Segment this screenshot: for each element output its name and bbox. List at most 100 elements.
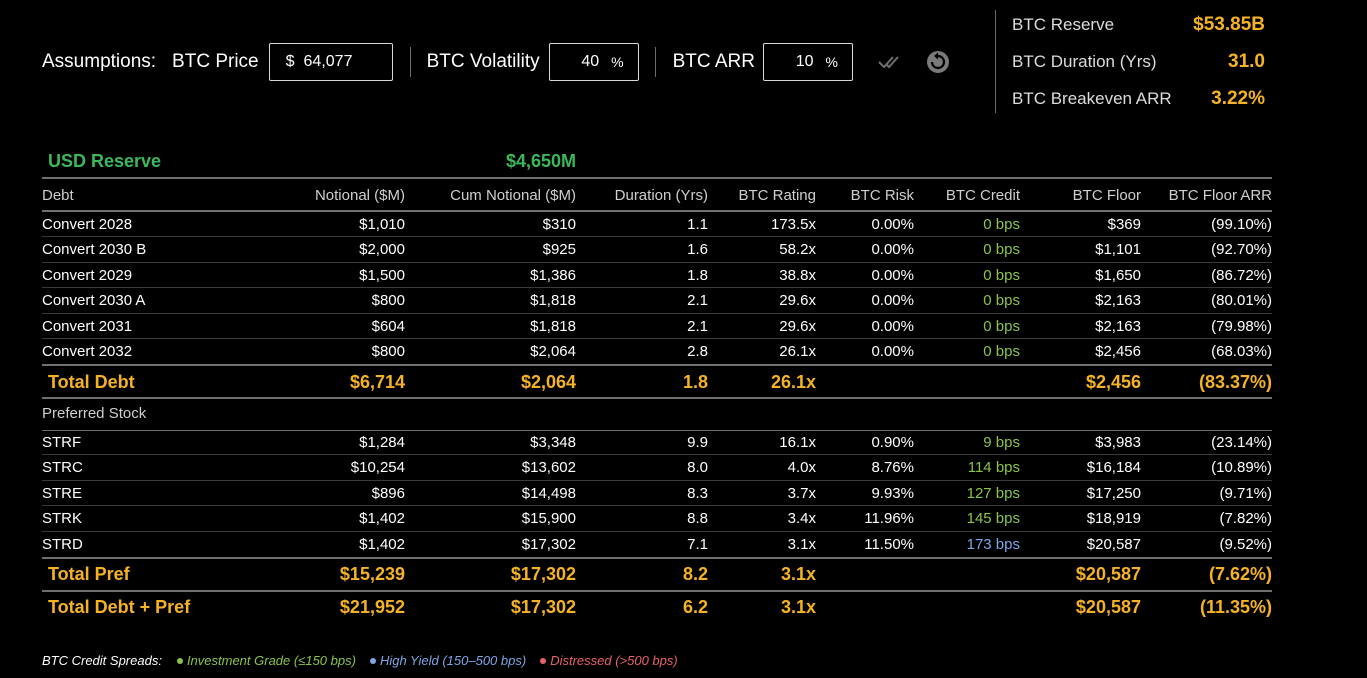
- row-btc-risk: 11.50%: [864, 535, 914, 553]
- row-btc-floor-arr: (99.10%): [1211, 216, 1272, 233]
- row-btc-risk: 0.00%: [871, 343, 914, 360]
- row-notional: $800: [371, 292, 405, 310]
- row-cum-notional: $310: [542, 216, 576, 233]
- usd-reserve-label: USD Reserve: [48, 151, 162, 171]
- row-btc-rating: 3.4x: [787, 510, 816, 528]
- row-notional: $604: [371, 317, 405, 335]
- divider: [42, 210, 1272, 212]
- total-rating: 3.1x: [780, 564, 816, 584]
- btc-volatility-input[interactable]: 40 %: [548, 43, 639, 81]
- table-row: STRK $1,402 $15,900 8.8 3.4x 11.96% 145 bps $18…: [42, 506, 1272, 531]
- row-divider: [42, 312, 1272, 314]
- divider: [42, 557, 1272, 559]
- row-btc-rating: 173.5x: [770, 216, 816, 233]
- row-duration: 2.1: [687, 317, 708, 335]
- btc-volatility-label: BTC Volatility: [426, 51, 540, 72]
- row-btc-rating: 3.7x: [787, 484, 816, 502]
- row-cum-notional: $1,818: [530, 292, 576, 310]
- row-btc-risk: 0.00%: [871, 317, 914, 335]
- row-btc-credit: 0 bps: [983, 292, 1020, 310]
- row-name: Convert 2031: [42, 317, 133, 335]
- row-notional: $1,402: [359, 535, 405, 553]
- col-header-debt: Debt: [42, 187, 74, 204]
- row-duration: 7.1: [687, 535, 708, 553]
- row-duration: 1.8: [687, 266, 708, 284]
- btc-price-prefix: $: [285, 53, 295, 70]
- col-header-btc-floor-arr: BTC Floor ARR: [1168, 187, 1272, 204]
- row-btc-rating: 38.8x: [779, 266, 816, 284]
- row-btc-floor-arr: (9.71%): [1219, 484, 1272, 502]
- row-cum-notional: $1,386: [530, 266, 576, 284]
- total-name: Total Debt + Pref: [48, 597, 191, 617]
- row-btc-floor-arr: (7.82%): [1219, 510, 1272, 528]
- row-btc-rating: 16.1x: [779, 434, 816, 451]
- row-cum-notional: $14,498: [521, 484, 576, 502]
- row-btc-credit: 0 bps: [983, 343, 1020, 360]
- row-duration: 1.1: [687, 216, 708, 233]
- row-btc-floor-arr: (9.52%): [1219, 535, 1272, 553]
- row-btc-floor: $2,163: [1095, 317, 1141, 335]
- total-debt-pref-row: Total Debt + Pref $21,952 $17,302 6.2 3.…: [42, 592, 1272, 622]
- divider: [42, 364, 1272, 366]
- total-notional: $21,952: [339, 597, 405, 617]
- row-btc-credit: 9 bps: [983, 434, 1020, 451]
- row-duration: 9.9: [687, 434, 708, 451]
- row-notional: $800: [371, 343, 405, 360]
- row-btc-rating: 26.1x: [779, 343, 816, 360]
- row-divider: [42, 287, 1272, 289]
- summary-panel: BTC Reserve $53.85B BTC Duration (Yrs) 3…: [995, 10, 1271, 113]
- total-floor: $20,587: [1075, 564, 1141, 584]
- row-divider: [42, 454, 1272, 456]
- total-floor: $20,587: [1075, 597, 1141, 617]
- row-cum-notional: $13,602: [521, 459, 576, 477]
- row-notional: $896: [371, 484, 405, 502]
- row-duration: 8.8: [687, 510, 708, 528]
- summary-row: BTC Duration (Yrs) 31.0: [1012, 47, 1265, 77]
- btc-arr-input[interactable]: 10 %: [762, 43, 853, 81]
- row-name: STRC: [42, 459, 83, 477]
- row-btc-floor: $16,184: [1086, 459, 1141, 477]
- row-duration: 2.1: [687, 292, 708, 310]
- row-btc-credit: 0 bps: [983, 317, 1020, 335]
- row-notional: $1,402: [359, 510, 405, 528]
- total-name: Total Debt: [48, 372, 135, 392]
- row-notional: $10,254: [350, 459, 405, 477]
- row-duration: 1.6: [687, 241, 708, 259]
- legend-high-yield: High Yield (150–500 bps): [379, 653, 527, 668]
- double-check-icon[interactable]: [877, 48, 905, 76]
- row-name: Convert 2029: [42, 266, 133, 284]
- table-row: STRE $896 $14,498 8.3 3.7x 9.93% 127 bps $17,25…: [42, 481, 1272, 506]
- btc-breakeven-value: 3.22%: [1211, 88, 1265, 109]
- row-name: Convert 2032: [42, 343, 133, 360]
- col-header-cum-notional: Cum Notional ($M): [450, 187, 576, 204]
- btc-duration-value: 31.0: [1228, 51, 1265, 72]
- row-cum-notional: $925: [542, 241, 576, 259]
- row-btc-risk: 0.00%: [871, 266, 914, 284]
- total-rating: 3.1x: [780, 597, 816, 617]
- legend-dot-icon: [540, 657, 547, 664]
- row-name: Convert 2030 B: [42, 241, 147, 259]
- total-duration: 6.2: [682, 597, 708, 617]
- total-notional: $6,714: [349, 372, 405, 392]
- col-header-btc-floor: BTC Floor: [1072, 187, 1141, 204]
- btc-price-input[interactable]: $ 64,077: [268, 43, 393, 81]
- row-btc-floor-arr: (23.14%): [1211, 434, 1272, 451]
- divider: [654, 47, 656, 77]
- total-duration: 8.2: [682, 564, 708, 584]
- reset-icon[interactable]: [925, 49, 951, 75]
- legend-dot-icon: [176, 657, 183, 664]
- table-row: Convert 2031 $604 $1,818 2.1 29.6x 0.00% 0 bps…: [42, 314, 1272, 339]
- btc-reserve-value: $53.85B: [1193, 14, 1265, 35]
- total-duration: 1.8: [682, 372, 708, 392]
- assumptions-bar: Assumptions: BTC Price $ 64,077 BTC Vola…: [42, 42, 951, 82]
- btc-duration-label: BTC Duration (Yrs): [1012, 52, 1157, 71]
- btc-reserve-label: BTC Reserve: [1012, 15, 1115, 34]
- row-btc-floor: $1,650: [1095, 266, 1141, 284]
- row-btc-risk: 9.93%: [871, 484, 914, 502]
- legend-title: BTC Credit Spreads:: [42, 653, 162, 668]
- row-notional: $1,010: [359, 216, 405, 233]
- row-btc-floor-arr: (79.98%): [1211, 317, 1272, 335]
- row-btc-floor: $369: [1107, 216, 1141, 233]
- row-btc-credit: 127 bps: [966, 484, 1020, 502]
- table-row: STRC $10,254 $13,602 8.0 4.0x 8.76% 114 bps $16…: [42, 455, 1272, 480]
